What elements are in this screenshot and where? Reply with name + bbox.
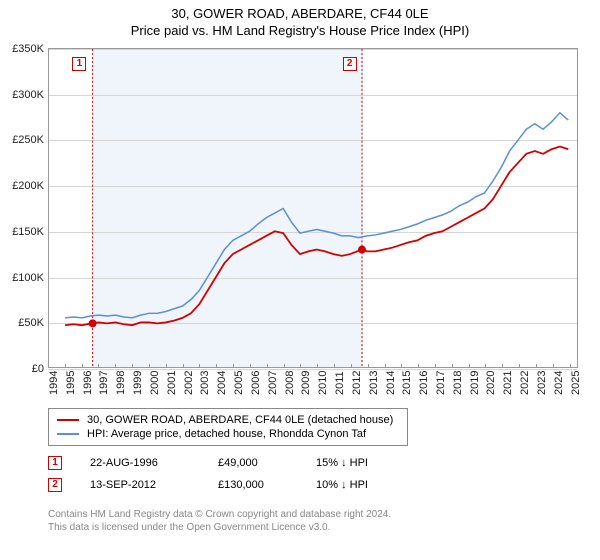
series-hpi <box>65 113 568 318</box>
footer-line: Contains HM Land Registry data © Crown c… <box>48 508 391 521</box>
y-axis-label: £50K <box>2 317 44 329</box>
transaction-date: 13-SEP-2012 <box>90 479 190 491</box>
transaction-row: 1 22-AUG-1996 £49,000 15% ↓ HPI <box>48 452 406 474</box>
chart-subtitle: Price paid vs. HM Land Registry's House … <box>0 21 600 44</box>
marker-dot <box>358 246 365 253</box>
legend-item: 30, GOWER ROAD, ABERDARE, CF44 0LE (deta… <box>57 413 399 427</box>
legend-item: HPI: Average price, detached house, Rhon… <box>57 427 399 441</box>
legend-label: 30, GOWER ROAD, ABERDARE, CF44 0LE (deta… <box>87 414 393 426</box>
marker-number-box: 2 <box>343 57 357 71</box>
y-axis-label: £0 <box>2 363 44 375</box>
transaction-hpi-diff: 10% ↓ HPI <box>316 479 406 491</box>
marker-dot <box>89 320 96 327</box>
legend: 30, GOWER ROAD, ABERDARE, CF44 0LE (deta… <box>48 408 408 446</box>
chart-title: 30, GOWER ROAD, ABERDARE, CF44 0LE <box>0 0 600 21</box>
y-axis-label: £300K <box>2 89 44 101</box>
series-price_paid <box>65 147 568 326</box>
footer-attribution: Contains HM Land Registry data © Crown c… <box>48 508 391 534</box>
gridline-horizontal <box>48 369 577 370</box>
transactions-list: 1 22-AUG-1996 £49,000 15% ↓ HPI 2 13-SEP… <box>48 452 406 496</box>
transaction-date: 22-AUG-1996 <box>90 457 190 469</box>
transaction-marker-icon: 1 <box>48 456 62 470</box>
legend-label: HPI: Average price, detached house, Rhon… <box>87 428 366 440</box>
marker-number-box: 1 <box>72 57 86 71</box>
y-axis-label: £350K <box>2 43 44 55</box>
y-axis-label: £100K <box>2 272 44 284</box>
footer-line: This data is licensed under the Open Gov… <box>48 521 391 534</box>
transaction-marker-icon: 2 <box>48 478 62 492</box>
transaction-hpi-diff: 15% ↓ HPI <box>316 457 406 469</box>
chart-lines <box>48 49 577 368</box>
y-axis-label: £150K <box>2 226 44 238</box>
y-axis-label: £250K <box>2 134 44 146</box>
transaction-price: £130,000 <box>218 479 288 491</box>
legend-swatch <box>57 419 79 421</box>
transaction-price: £49,000 <box>218 457 288 469</box>
transaction-row: 2 13-SEP-2012 £130,000 10% ↓ HPI <box>48 474 406 496</box>
chart-plot-area: £0£50K£100K£150K£200K£250K£300K£350K 199… <box>48 48 578 368</box>
y-axis-label: £200K <box>2 180 44 192</box>
legend-swatch <box>57 433 79 435</box>
